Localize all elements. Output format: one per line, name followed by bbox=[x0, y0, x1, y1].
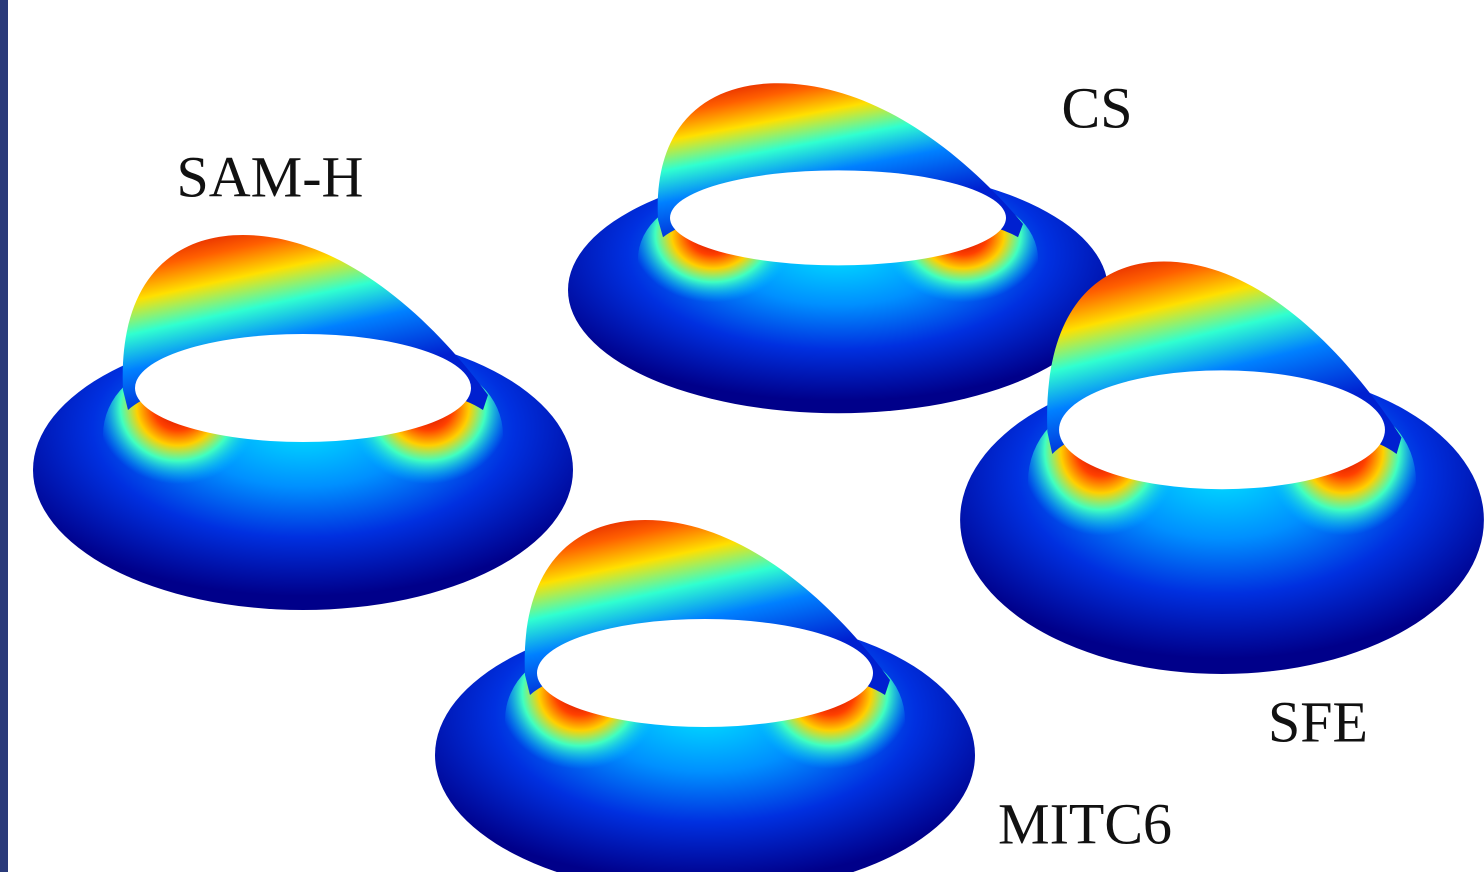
figure-label: CS bbox=[1062, 75, 1133, 140]
slide: SAM-H CS SFE MITC6 bbox=[0, 0, 1484, 872]
shell-plot bbox=[568, 83, 1108, 413]
slide-border bbox=[0, 0, 8, 872]
shell-plot bbox=[435, 520, 975, 872]
figure-label: MITC6 bbox=[998, 791, 1172, 856]
shell-plot bbox=[33, 235, 573, 610]
figure-label: SAM-H bbox=[177, 144, 364, 209]
figure-label: SFE bbox=[1268, 689, 1368, 754]
